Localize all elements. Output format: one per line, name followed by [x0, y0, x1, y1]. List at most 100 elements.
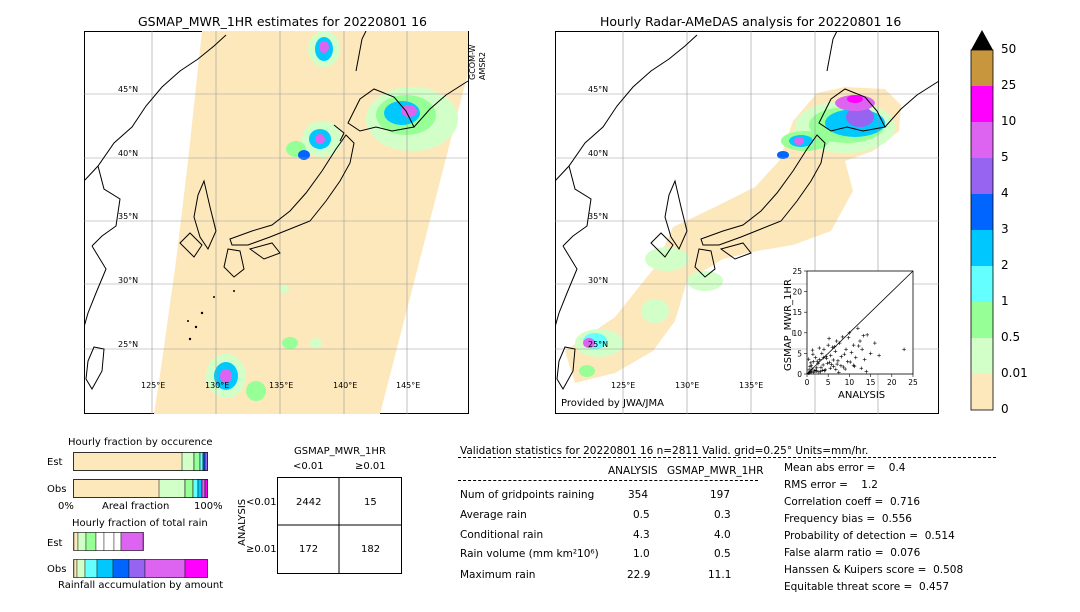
occ-axis-mid: Areal fraction: [102, 501, 170, 512]
right-lat-30: 30°N: [588, 276, 609, 285]
colorbar-label: 25: [1001, 78, 1017, 92]
scatter-point: [807, 368, 811, 372]
scatter-point: [831, 358, 836, 362]
provider-label: Provided by JWA/JMA: [561, 398, 664, 409]
scatter-point: [839, 354, 844, 359]
scatter-point: [821, 355, 826, 360]
colorbar-label: 50: [1001, 42, 1017, 56]
occ-obs-label: Obs: [47, 484, 67, 495]
scatter-point: [811, 359, 816, 364]
scatter-point: [820, 368, 825, 373]
sensor-label: AMSR2: [478, 51, 487, 80]
scatter-point: [814, 369, 819, 373]
scatter-point: [831, 364, 836, 369]
colorbar: [970, 30, 994, 411]
scatter-point: [858, 339, 862, 343]
scatter-point: [847, 331, 852, 335]
contingency-col-lt: <0.01: [293, 461, 324, 472]
y-tick-label: 5: [797, 349, 802, 358]
row-est: 0.5: [714, 548, 731, 560]
colorbar-label: 10: [1001, 114, 1017, 128]
scatter-point: [816, 361, 820, 366]
y-tick-label: 10: [792, 329, 802, 338]
table-divider: [458, 480, 758, 481]
left-lat-40: 40°N: [118, 149, 139, 158]
scatter-point: [830, 345, 835, 350]
scatter-point: [834, 339, 839, 343]
scatter-point: [810, 348, 815, 352]
y-tick-label: 25: [792, 267, 802, 276]
left-lon-135: 135°E: [269, 381, 294, 390]
right-lon-125: 125°E: [611, 381, 636, 390]
right-lat-40: 40°N: [588, 149, 609, 158]
x-tick-label: 10: [845, 378, 855, 387]
scatter-point: [865, 333, 870, 337]
col-analysis: ANALYSIS: [608, 465, 658, 477]
scatter-point: [861, 333, 866, 338]
score-rms: RMS error = 1.2: [784, 479, 878, 491]
row-analysis: 1.0: [633, 548, 650, 560]
scatter-point: [806, 357, 811, 361]
scatter-point: [845, 359, 850, 364]
row-est: 197: [710, 489, 731, 501]
scatter-point: [873, 341, 877, 345]
rain-blobs: [206, 31, 458, 401]
scatter-point: [827, 360, 832, 365]
x-tick-label: 5: [826, 378, 831, 387]
occ-est-label: Est: [47, 457, 63, 468]
left-lat-25: 25°N: [118, 340, 139, 349]
score-bias: Frequency bias = 0.556: [784, 513, 912, 525]
right-lat-45: 45°N: [588, 85, 609, 94]
scatter-point: [839, 363, 843, 368]
scatter-point: [842, 352, 847, 357]
y-tick-label: 20: [792, 288, 802, 297]
scatter-point: [860, 347, 864, 352]
colorbar-segment: [971, 194, 993, 230]
score-ets: Equitable threat score = 0.457: [784, 581, 950, 593]
total-rain-title: Hourly fraction of total rain: [72, 518, 208, 529]
scatter-point: [825, 361, 830, 366]
x-tick-label: 0: [805, 378, 810, 387]
col-estimate: GSMAP_MWR_1HR: [667, 465, 764, 477]
left-map-title: GSMAP_MWR_1HR estimates for 20220801 16: [138, 14, 427, 29]
colorbar-segment: [971, 122, 993, 158]
contingency-col-ge: ≥0.01: [355, 461, 386, 472]
occurrence-bars: [73, 452, 208, 498]
colorbar-segment: [971, 230, 993, 266]
scatter-point: [811, 370, 816, 375]
scatter-point: [841, 365, 846, 369]
colorbar-label: 2: [1001, 258, 1009, 272]
scatter-point: [856, 344, 861, 348]
scatter-point: [817, 357, 822, 362]
validation-divider: [458, 457, 996, 458]
colorbar-extend-arrow: [971, 30, 993, 50]
occurrence-title: Hourly fraction by occurence: [68, 437, 213, 448]
colorbar-segment: [971, 302, 993, 338]
scatter-point: [814, 368, 818, 373]
scatter-point: [809, 369, 814, 374]
rain-axis-label: Rainfall accumulation by amount: [58, 580, 224, 591]
colorbar-label: 0: [1001, 402, 1009, 416]
scatter-point: [821, 363, 825, 367]
colorbar-segment: [971, 338, 993, 374]
right-lon-135: 135°E: [739, 381, 764, 390]
contingency-row-ge: ≥0.01: [246, 544, 277, 555]
colorbar-segment: [971, 50, 993, 86]
rain-obs-label: Obs: [47, 564, 67, 575]
row-label: Num of gridpoints raining: [460, 489, 595, 501]
scatter-xlabel: ANALYSIS: [838, 390, 886, 401]
right-map-title: Hourly Radar-AMeDAS analysis for 2022080…: [600, 14, 902, 29]
scatter-point: [844, 347, 848, 352]
occ-axis-left: 0%: [58, 501, 74, 512]
left-map: [84, 31, 469, 414]
row-est: 4.0: [714, 529, 731, 541]
radar-rain: [575, 95, 895, 377]
right-lat-25: 25°N: [588, 340, 609, 349]
row-analysis: 354: [628, 489, 649, 501]
colorbar-label: 1: [1001, 294, 1009, 308]
contingency-grid: [277, 477, 402, 574]
y-tick-label: 0: [797, 370, 802, 379]
score-corr: Correlation coeff = 0.716: [784, 496, 920, 508]
row-analysis: 4.3: [633, 529, 650, 541]
scatter-point: [846, 335, 851, 340]
